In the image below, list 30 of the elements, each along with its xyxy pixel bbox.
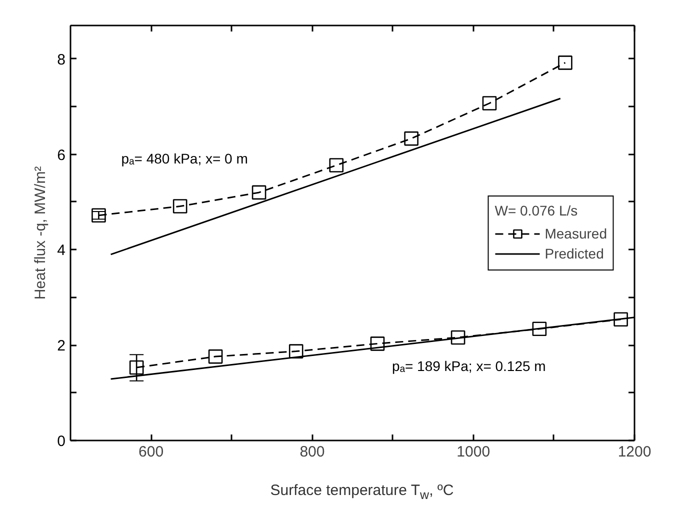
y-tick-label: 6 bbox=[57, 146, 66, 164]
point bbox=[614, 312, 628, 326]
point bbox=[288, 344, 304, 358]
y-tick-label: 8 bbox=[57, 51, 66, 68]
point bbox=[404, 131, 418, 146]
y-tick-label: 2 bbox=[57, 338, 66, 355]
point bbox=[92, 208, 106, 222]
point bbox=[252, 185, 266, 200]
y-tick-label: 4 bbox=[57, 242, 66, 260]
legend-title: W= 0.076 L/s bbox=[494, 202, 579, 218]
point bbox=[482, 96, 497, 110]
x-tick-label: 800 bbox=[300, 444, 325, 460]
x-axis-title: Surface temperature T$_{w}$, ºC bbox=[270, 481, 454, 504]
point bbox=[450, 330, 466, 345]
legend-label: Measured bbox=[544, 225, 607, 241]
point bbox=[172, 199, 188, 214]
point bbox=[558, 56, 572, 70]
point bbox=[329, 158, 344, 172]
y-axis-title: Heat flux -q, MW/m² bbox=[32, 166, 50, 300]
y-tick-label: 0 bbox=[57, 433, 66, 450]
annotation: pₐ= 480 kPa; x= 0 m bbox=[121, 150, 248, 166]
point bbox=[370, 336, 385, 351]
annotation: pₐ= 189 kPa; x= 0.125 m bbox=[392, 358, 546, 374]
legend-label: Predicted bbox=[544, 245, 604, 261]
x-tick-label: 1000 bbox=[456, 444, 490, 460]
point bbox=[208, 349, 223, 364]
x-tick-label: 1200 bbox=[618, 444, 652, 460]
point bbox=[532, 322, 547, 336]
point bbox=[129, 360, 144, 375]
x-tick-label: 600 bbox=[138, 444, 164, 460]
